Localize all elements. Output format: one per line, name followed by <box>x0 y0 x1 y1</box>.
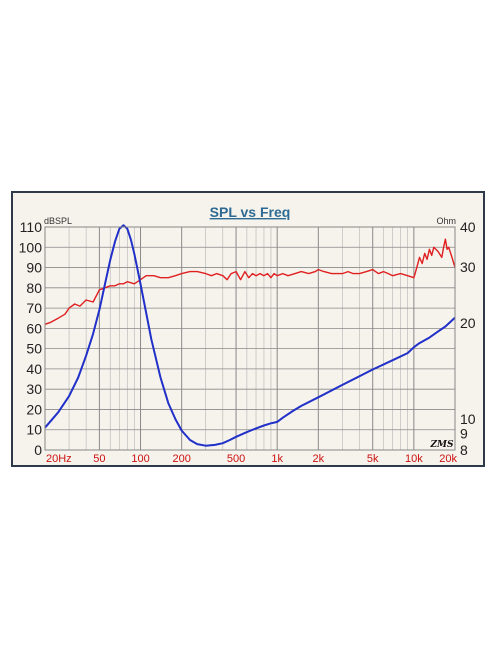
y-left-tick-label: 70 <box>26 300 42 316</box>
spl-curve <box>44 238 456 325</box>
x-tick-label: 100 <box>131 453 149 465</box>
zms-annotation: ZMS <box>429 440 454 450</box>
y-right-tick-label: 9 <box>460 426 468 442</box>
y-left-tick-label: 40 <box>26 361 42 377</box>
y-left-tick-label: 20 <box>26 401 42 417</box>
x-tick-label: 1k <box>271 453 283 465</box>
spl-vs-freq-chart: 20Hz 50 100 200 500 1k 2k 5k 10k 20k 0 10 20 30 40 50 60… <box>13 193 483 465</box>
y-left-tick-label: 30 <box>26 381 42 397</box>
x-tick-label: 50 <box>93 453 105 465</box>
curves <box>44 224 456 447</box>
x-tick-label: 500 <box>227 453 245 465</box>
impedance-curve <box>44 224 456 447</box>
chart-background <box>13 193 483 465</box>
y-right-tick-label: 30 <box>460 259 476 275</box>
y-left-tick-label: 60 <box>26 320 42 336</box>
y-left-tick-label: 80 <box>26 280 42 296</box>
axis-labels: 20Hz 50 100 200 500 1k 2k 5k 10k 20k 0 10 20 30 40 50 60… <box>19 219 476 465</box>
x-tick-label: 10k <box>405 453 423 465</box>
x-tick-label: 200 <box>172 453 190 465</box>
y-left-tick-label: 10 <box>26 422 42 438</box>
x-tick-label: 5k <box>367 453 379 465</box>
chart-frame: 20Hz 50 100 200 500 1k 2k 5k 10k 20k 0 10 20 30 40 50 60… <box>11 191 485 467</box>
y-left-tick-label: 110 <box>20 219 43 235</box>
y-right-tick-label: 40 <box>460 219 476 235</box>
y-left-axis-label: dBSPL <box>44 216 72 226</box>
x-tick-label: 20k <box>439 453 457 465</box>
chart-title: SPL vs Freq <box>210 204 291 220</box>
x-tick-label: 20Hz <box>46 453 72 465</box>
y-right-tick-label: 10 <box>460 411 476 427</box>
y-left-tick-label: 100 <box>19 239 43 255</box>
y-left-tick-label: 0 <box>34 442 42 458</box>
y-right-axis-label: Ohm <box>436 216 456 226</box>
y-left-tick-label: 90 <box>26 260 42 276</box>
plot-area-border <box>44 226 456 451</box>
x-tick-label: 2k <box>313 453 325 465</box>
y-left-tick-label: 50 <box>26 341 42 357</box>
y-right-tick-label: 20 <box>460 315 476 331</box>
y-right-tick-label: 8 <box>460 442 468 458</box>
